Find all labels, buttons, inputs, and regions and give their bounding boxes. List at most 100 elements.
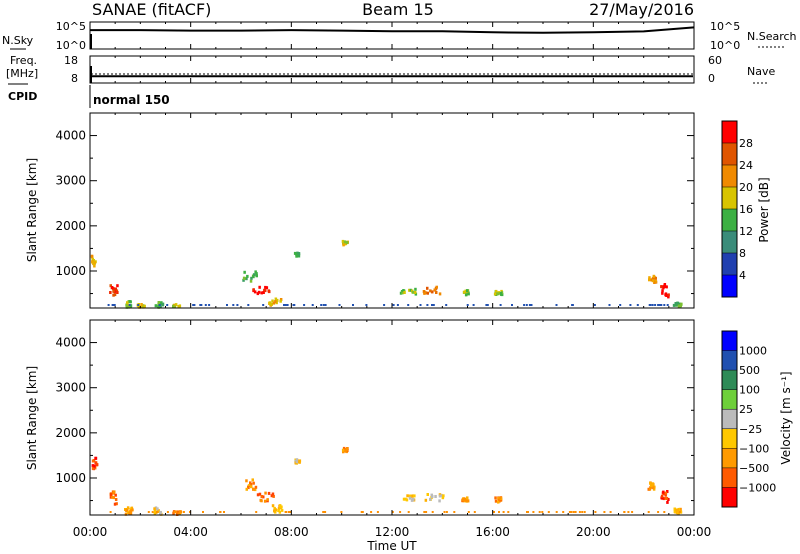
baseline-cell [525,304,528,306]
baseline-cell [180,511,183,513]
baseline-cell [562,511,565,513]
data-cell [664,493,667,497]
data-cell [649,481,652,485]
data-cell [660,496,663,500]
data-cell [262,495,265,499]
data-cell [342,450,345,454]
baseline-cell [426,304,429,306]
data-cell [662,497,666,501]
data-cell [267,491,271,495]
data-cell [129,304,132,308]
data-cell [263,499,267,503]
data-cell [429,497,432,501]
data-cell [660,285,663,289]
data-cell [297,460,300,464]
data-cell [342,243,345,247]
data-cell [679,304,682,308]
data-cell [161,303,164,307]
baseline-cell [419,304,422,306]
data-cell [411,290,415,294]
data-cell [252,273,256,277]
data-cell [667,498,670,501]
baseline-cell [660,304,663,306]
y-tick-label: 1000 [55,471,86,485]
colorbar-label: 1000 [739,345,767,358]
baseline-cell [283,304,285,306]
colorbar-segment [722,428,737,449]
baseline-cell [609,511,612,513]
data-cell [275,301,278,305]
baseline-cell [399,511,402,513]
baseline-cell [647,511,650,513]
baseline-cell [137,304,140,306]
data-cell [254,270,257,274]
freq-unit-label: [MHz] [6,67,38,80]
data-cell [673,510,677,514]
data-cell [272,494,275,498]
data-cell [129,300,132,304]
data-cell [255,272,258,276]
colorbar-segment [722,209,737,231]
colorbar-label: 25 [739,403,753,416]
data-cell [274,300,277,304]
data-cell [411,494,414,498]
data-cell [271,492,275,496]
data-cell [109,291,112,294]
data-cell [426,493,429,496]
data-cell [462,290,466,294]
baseline-cell [526,511,529,513]
baseline-cell [232,304,235,306]
baseline-cell [541,511,544,513]
baseline-cell [255,511,258,513]
data-cell [412,497,415,501]
data-cell [680,302,683,306]
nsearch-label: N.Search [747,30,797,43]
colorbar-segment [722,467,737,488]
data-cell [91,464,95,468]
colorbar-label: 20 [739,181,753,194]
baseline-cell [654,304,657,306]
data-cell [434,495,437,498]
x-tick-label: 20:00 [576,525,611,539]
data-cell [249,279,253,283]
colorbar-segment [722,165,737,187]
data-cell [257,290,261,294]
colorbar-label: −1000 [739,481,776,494]
data-cell [125,509,128,513]
baseline-cell [128,304,131,306]
baseline-cell [530,304,533,306]
data-cell [408,494,412,498]
data-cell [245,277,248,281]
colorbar-segment [722,231,737,253]
data-cell [252,288,255,292]
data-cell [251,478,254,482]
baseline-cell [493,511,495,513]
colorbar-segment [722,487,737,507]
power-data [90,239,683,309]
data-cell [661,291,664,295]
baseline-cell [182,511,185,513]
data-cell [154,304,158,308]
data-cell [414,287,417,291]
data-cell [115,289,119,293]
data-cell [91,260,94,264]
baseline-cell [340,511,343,513]
baseline-cell [111,304,114,306]
baseline-cell [583,511,586,513]
baseline-cell [578,511,581,513]
data-cell [426,291,429,295]
data-cell [110,286,114,289]
data-cell [116,284,119,288]
data-cell [664,491,668,495]
data-cell [464,289,467,293]
data-cell [672,303,676,307]
x-tick-label: 16:00 [475,525,510,539]
baseline-cell [571,304,574,306]
data-cell [124,512,128,516]
data-cell [467,292,470,296]
power-y-label: Slant Range [km] [25,158,39,262]
baseline-cell [472,304,475,306]
data-cell [654,280,657,283]
baseline-cell [284,304,287,306]
